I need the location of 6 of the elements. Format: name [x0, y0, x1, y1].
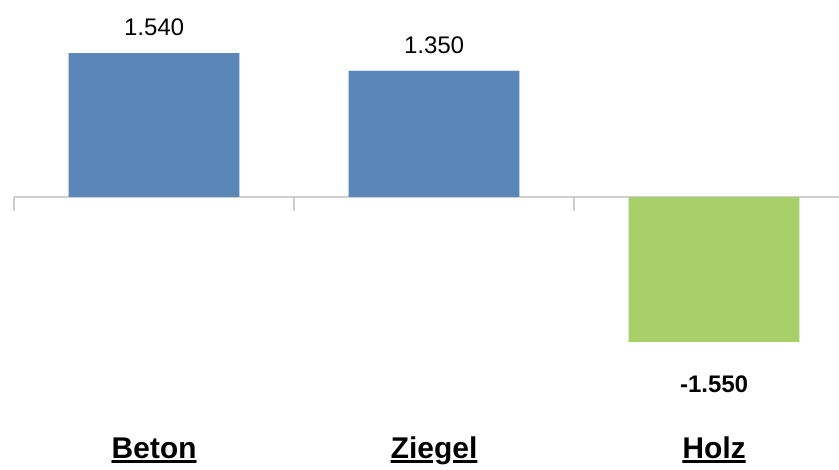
x-tick-label: Holz [682, 432, 746, 465]
data-label: -1.550 [680, 371, 748, 398]
x-tick-label: Beton [112, 432, 196, 465]
data-label: 1.350 [404, 32, 464, 59]
data-label: 1.540 [124, 14, 184, 41]
x-tick-label: Ziegel [390, 432, 478, 465]
